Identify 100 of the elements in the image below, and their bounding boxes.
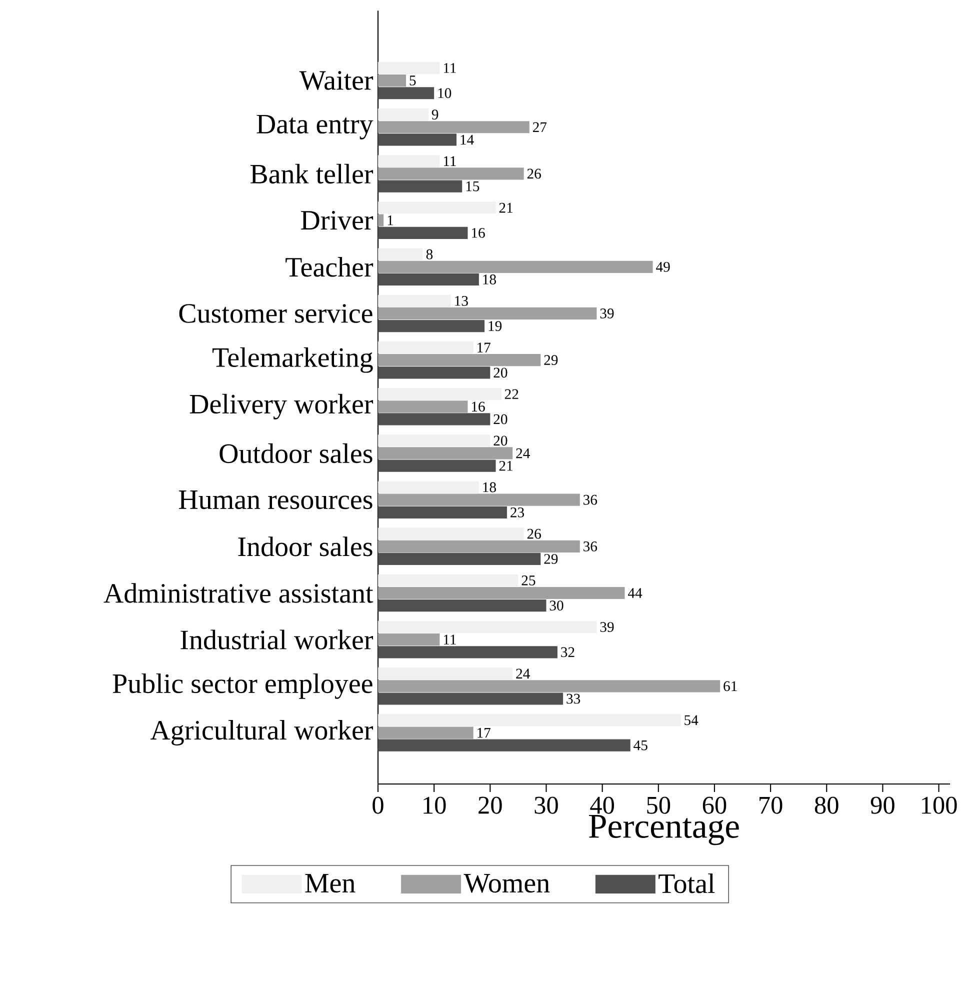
bar — [378, 366, 490, 379]
data-label: 1 — [388, 215, 393, 226]
bar — [378, 586, 625, 600]
legend-label: Men — [305, 874, 356, 893]
data-label: 32 — [560, 647, 574, 658]
data-label: 5 — [410, 76, 416, 86]
data-label: 29 — [544, 355, 558, 365]
data-label: 33 — [566, 694, 580, 704]
x-tick-label: 100 — [922, 796, 957, 814]
bar — [378, 434, 490, 447]
data-label: 22 — [504, 389, 518, 399]
data-label: 26 — [527, 168, 541, 179]
data-label: 17 — [477, 342, 490, 352]
data-label: 11 — [444, 63, 456, 73]
data-label: 13 — [455, 296, 468, 306]
y-tick-label: Administrative assistant — [104, 583, 374, 603]
data-label: 61 — [724, 681, 737, 692]
data-label: 14 — [460, 134, 474, 145]
bar — [378, 447, 512, 460]
y-tick-label: Public sector employee — [112, 673, 372, 699]
data-label: 24 — [516, 668, 530, 678]
data-label: 18 — [483, 482, 496, 492]
data-label: 49 — [656, 262, 670, 272]
data-label: 39 — [600, 308, 614, 318]
bar — [378, 634, 440, 646]
bar — [378, 600, 546, 612]
data-label: 29 — [544, 554, 558, 564]
data-label: 20 — [494, 414, 508, 424]
y-tick-label: Teacher — [286, 257, 373, 277]
data-label: 20 — [494, 436, 508, 446]
bar — [378, 180, 462, 192]
data-label: 23 — [510, 507, 524, 518]
bar — [378, 168, 524, 180]
bar — [378, 620, 597, 634]
bar — [378, 108, 428, 121]
bar — [378, 714, 681, 726]
bar — [378, 680, 720, 692]
bar — [378, 62, 440, 74]
x-tick-label: 40 — [590, 796, 614, 814]
x-tick-label: 90 — [870, 796, 894, 814]
data-label: 36 — [583, 541, 597, 552]
bar — [378, 202, 496, 214]
y-tick-label: Waiter — [299, 71, 373, 90]
y-tick-label: Agricultural worker — [150, 720, 373, 746]
data-label: 8 — [426, 249, 432, 260]
bar — [378, 341, 474, 354]
bar — [378, 413, 490, 426]
data-label: 11 — [444, 156, 456, 166]
x-tick-label: 0 — [372, 796, 384, 814]
x-tick-label: 60 — [702, 796, 726, 814]
bar — [378, 481, 479, 494]
x-tick-label: 50 — [647, 796, 670, 814]
x-tick-label: 80 — [814, 796, 838, 814]
bar — [378, 294, 451, 307]
x-tick-label: 30 — [534, 796, 558, 814]
bar — [378, 121, 530, 134]
bar — [378, 494, 580, 506]
bar — [378, 540, 580, 552]
data-label: 21 — [499, 460, 512, 471]
data-label: 25 — [522, 576, 536, 586]
data-label: 36 — [583, 494, 597, 505]
bar — [378, 400, 468, 413]
y-tick-label: Bank teller — [250, 164, 373, 184]
data-label: 30 — [550, 600, 564, 611]
data-label: 16 — [472, 228, 485, 238]
x-axis-title: Percentage — [588, 814, 739, 846]
bar — [378, 155, 440, 168]
bar — [378, 388, 502, 400]
bar — [378, 74, 406, 87]
bar — [378, 273, 479, 286]
bar — [378, 214, 384, 226]
data-label: 39 — [600, 622, 614, 632]
y-tick-label: Indoor sales — [238, 536, 372, 556]
data-label: 17 — [477, 728, 490, 738]
data-label: 24 — [516, 448, 530, 458]
data-label: 54 — [684, 715, 698, 726]
x-tick-label: 10 — [424, 796, 446, 814]
x-tick-label: 70 — [759, 796, 782, 814]
data-label: 18 — [483, 274, 496, 284]
y-tick-label: Outdoor sales — [220, 443, 372, 464]
bar — [378, 528, 524, 540]
bar — [378, 739, 630, 752]
data-label: 10 — [438, 88, 452, 98]
bar — [378, 307, 597, 320]
y-tick-label: Telemarketing — [212, 347, 373, 373]
data-label: 9 — [432, 110, 438, 120]
bar — [378, 320, 484, 332]
data-label: 20 — [494, 368, 508, 378]
y-tick-label: Human resources — [178, 490, 372, 510]
bar — [378, 87, 434, 100]
bar — [378, 354, 541, 366]
bar — [378, 460, 496, 472]
bar — [378, 552, 541, 566]
bar — [378, 248, 423, 260]
y-tick-label: Delivery worker — [190, 394, 373, 420]
bar — [378, 646, 558, 658]
y-tick-label: Industrial worker — [180, 630, 373, 650]
legend-label: Women — [464, 874, 550, 893]
data-label: 44 — [628, 588, 642, 598]
data-label: 16 — [472, 402, 485, 412]
